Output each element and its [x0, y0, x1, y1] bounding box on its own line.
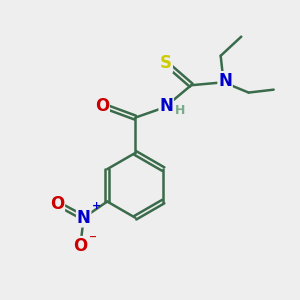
Text: ⁻: ⁻ [89, 233, 97, 248]
Text: +: + [92, 202, 101, 212]
Text: O: O [50, 196, 64, 214]
Text: H: H [175, 104, 185, 117]
Text: N: N [159, 97, 173, 115]
Text: O: O [95, 97, 109, 115]
Text: S: S [160, 54, 172, 72]
Text: N: N [77, 209, 91, 227]
Text: O: O [74, 237, 88, 255]
Text: N: N [218, 72, 232, 90]
